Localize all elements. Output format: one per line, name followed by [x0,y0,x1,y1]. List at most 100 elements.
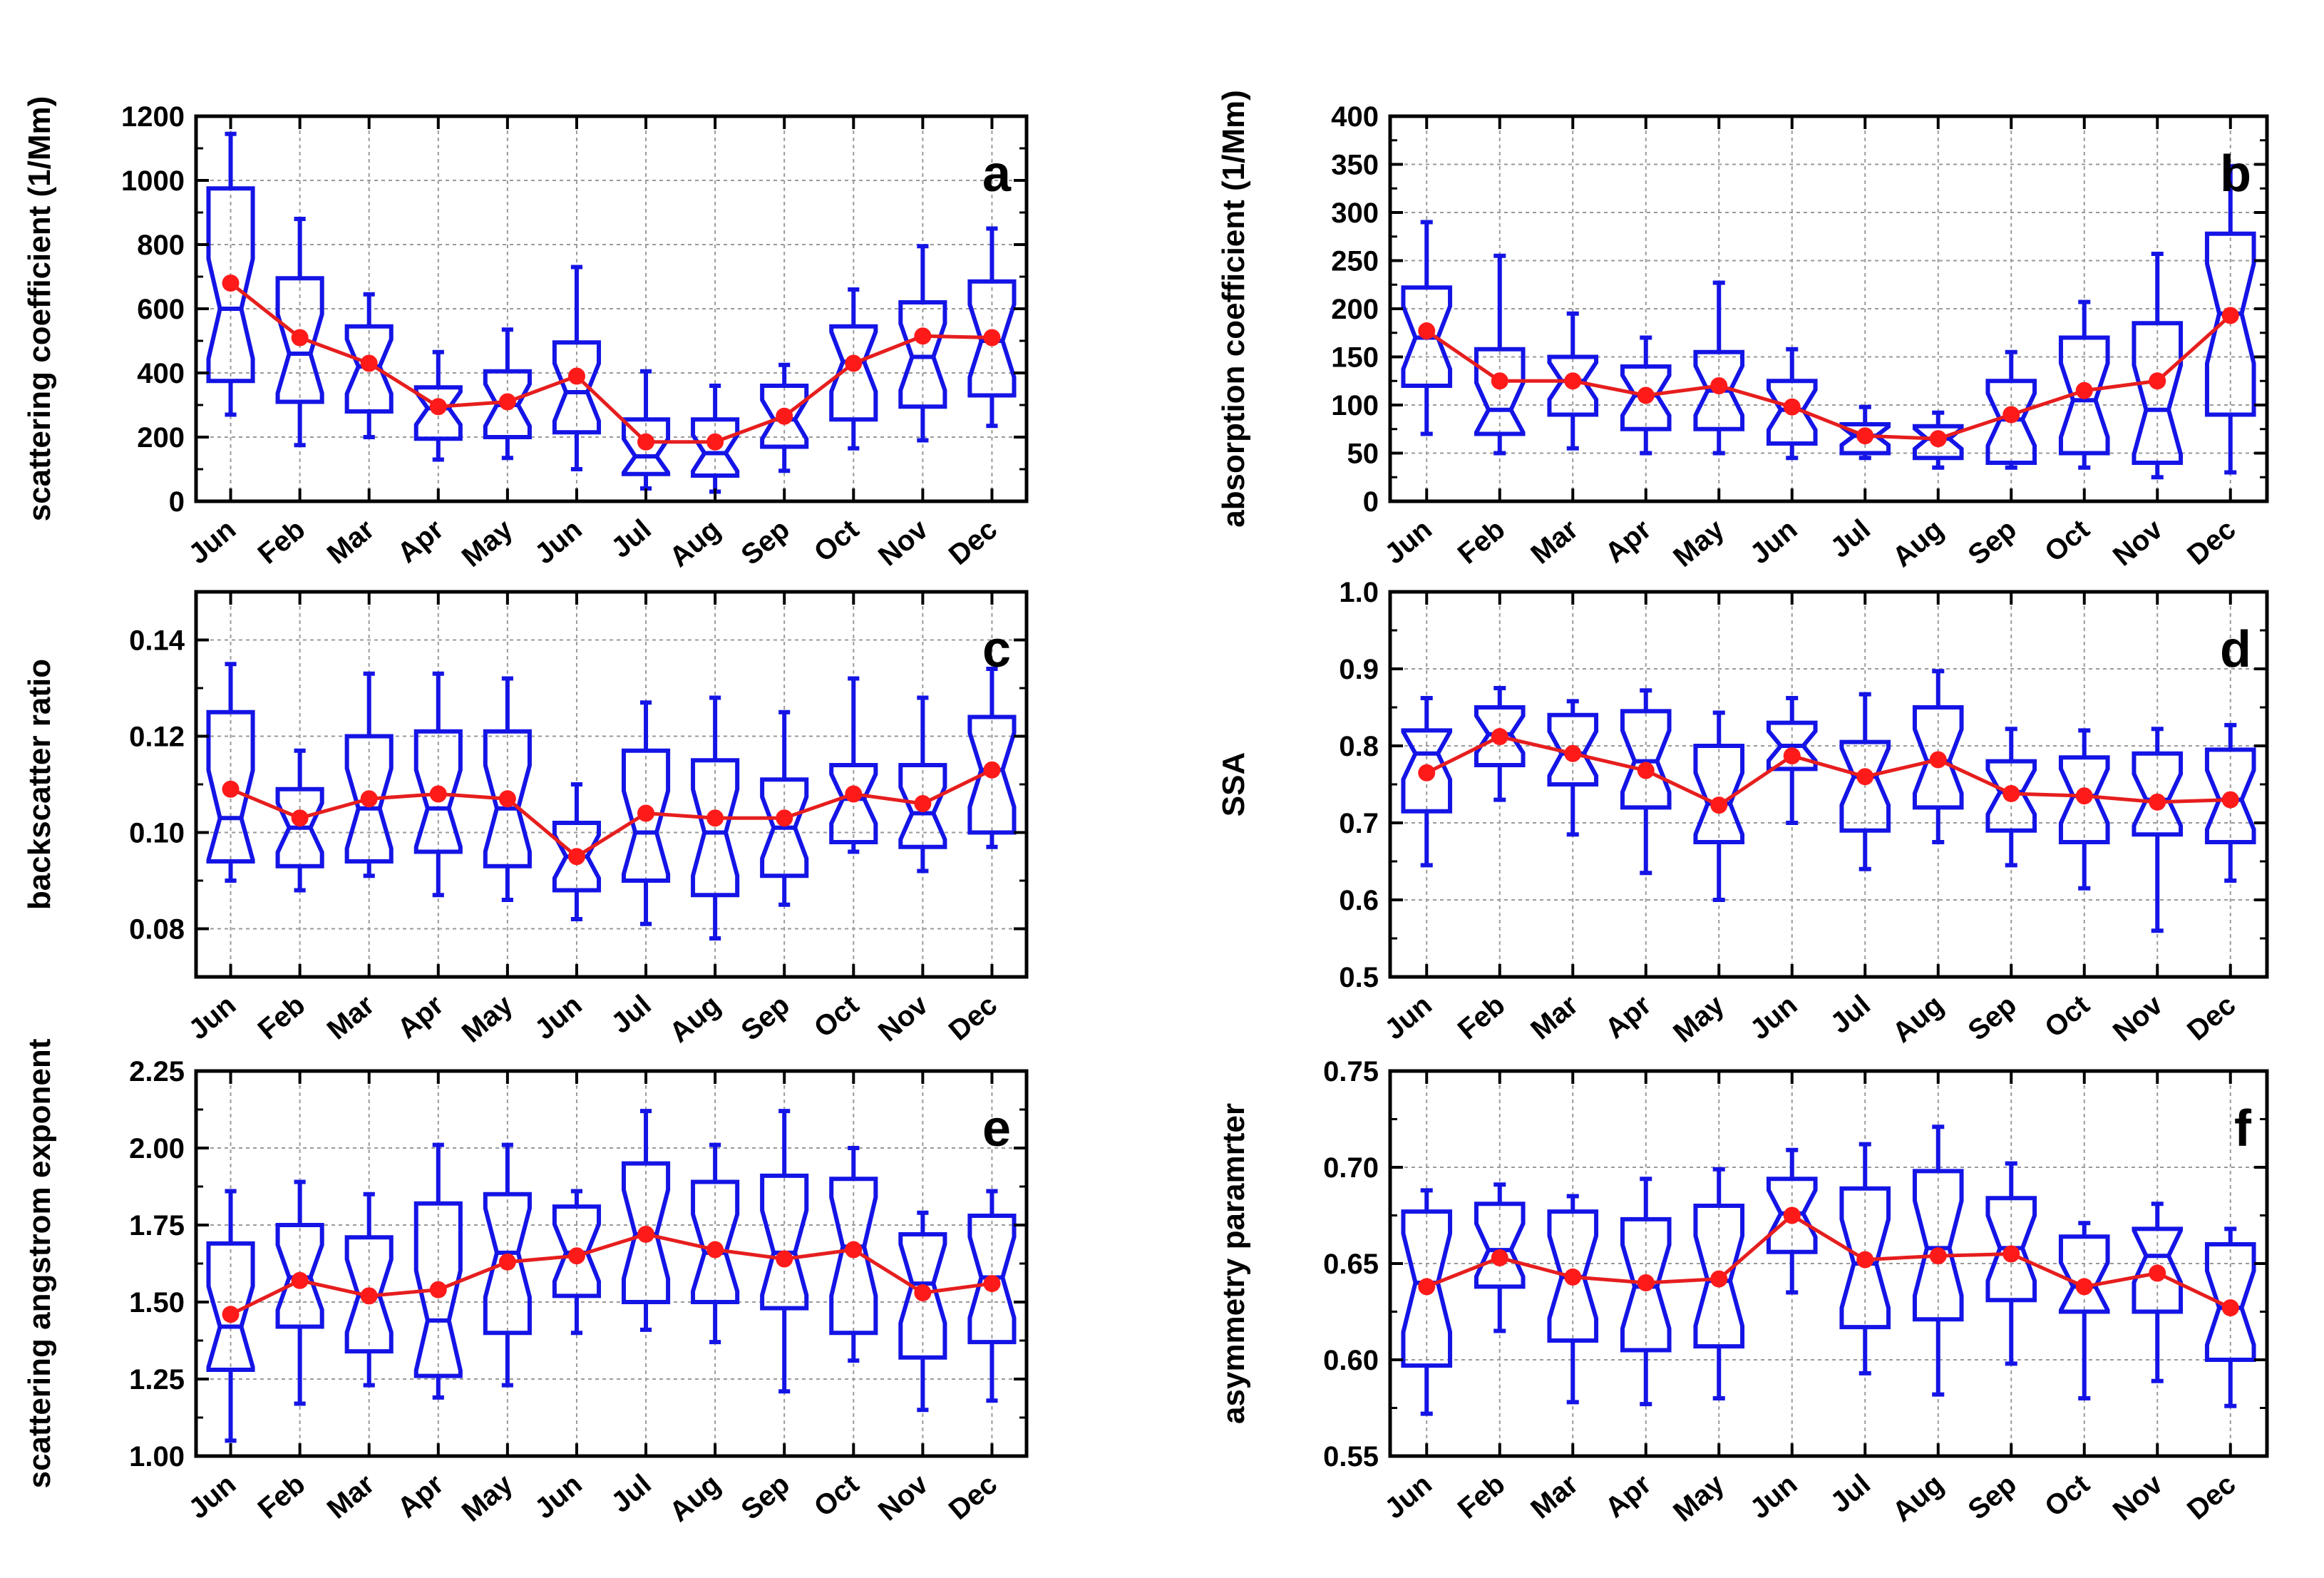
x-category-label: Aug [664,1468,726,1528]
mean-point [498,790,516,808]
mean-point [776,407,793,425]
x-category-label: Sep [1963,1468,2022,1526]
box-dec [967,1214,1017,1345]
mean-point [2002,784,2020,802]
y-tick-label: 0.60 [1323,1345,1379,1376]
mean-point [914,1284,932,1302]
mean-point [845,1241,863,1259]
box-jul [621,748,671,883]
mean-point [429,1281,447,1298]
mean-point [983,329,1001,347]
box-dec [2204,747,2256,844]
box-jun [552,821,602,893]
x-category-label: Jun [529,989,588,1045]
y-tick-label: 1.0 [1339,577,1379,608]
box-may [1693,1204,1745,1349]
x-category-label: Dec [943,513,1004,571]
x-category-label: Jun [1744,1468,1804,1525]
mean-point [1710,796,1728,814]
x-category-label: Jun [1379,989,1438,1045]
y-tick-label: 0.8 [1339,731,1379,762]
mean-point [914,327,932,345]
box-jun [1766,1177,1818,1254]
mean-point [706,433,724,451]
x-category-label: Mar [322,989,381,1045]
x-category-label: Feb [252,513,312,570]
x-category-label: Mar [1525,1468,1584,1525]
mean-point [222,275,240,292]
box-apr [1620,1216,1672,1353]
box-jun [1401,1209,1453,1368]
y-tick-label: 350 [1331,150,1379,181]
y-tick-label: 200 [1331,294,1379,325]
mean-point [1710,377,1728,394]
box-jun [1401,285,1453,388]
box-aug [691,1179,740,1304]
box-jul [1839,739,1891,833]
y-axis-label: scattering angstrom exponent [22,1038,57,1488]
x-category-label: Jun [1744,989,1804,1045]
x-category-label: Jul [605,1468,657,1519]
box-mar [344,1235,394,1354]
box-jun [1401,728,1453,814]
mean-point [1637,386,1655,404]
x-category-label: Mar [1525,513,1584,570]
y-tick-label: 0 [1363,486,1379,518]
y-tick-label: 400 [137,358,185,389]
box-jun [206,709,255,864]
mean-point [1783,398,1801,416]
box-feb [1474,705,1526,767]
box-sep [760,1173,809,1311]
mean-point [2221,791,2239,809]
mean-point [1564,372,1582,390]
x-category-label: Dec [2181,989,2242,1047]
box-nov [2132,1226,2184,1314]
x-category-label: Nov [873,989,935,1048]
panel-letter: a [982,145,1012,203]
x-category-label: Nov [2107,989,2169,1048]
y-tick-label: 0.7 [1339,808,1379,839]
mean-point [429,398,447,416]
mean-point [360,1287,378,1305]
box-dec [2204,1242,2256,1362]
x-category-label: Apr [392,1468,450,1524]
x-category-label: Jun [183,989,242,1045]
mean-point [2075,381,2093,399]
y-tick-label: 0.5 [1339,962,1379,993]
box-may [1693,349,1745,431]
x-category-label: Jul [1824,513,1876,564]
box-feb [1474,347,1526,436]
mean-line [1426,1213,2231,1310]
x-category-label: Jun [1379,513,1438,570]
box-may [483,1192,532,1336]
box-feb [1474,1202,1526,1289]
y-tick-label: 200 [137,422,185,454]
mean-point [429,785,447,803]
panel-letter: d [2220,621,2251,678]
mean-point [914,795,932,812]
box-aug [1912,424,1964,461]
y-tick-label: 100 [1331,390,1379,421]
x-category-label: May [1667,513,1730,573]
y-tick-label: 2.25 [129,1056,185,1087]
box-aug [691,417,740,478]
mean-point [2002,406,2020,424]
y-tick-label: 0.08 [129,914,185,946]
x-category-label: Oct [2039,513,2095,568]
y-axis-label: asymmetry paramrter [1216,1103,1251,1424]
box-apr [1620,709,1672,810]
box-mar [1547,354,1599,417]
box-feb [275,1223,324,1329]
mean-point [567,848,585,866]
y-tick-label: 400 [1331,101,1379,133]
x-category-label: Nov [2107,1468,2169,1527]
box-apr [413,1201,463,1378]
mean-point [2221,307,2239,324]
x-category-label: Apr [1599,513,1657,569]
box-mar [1547,712,1599,787]
y-tick-label: 600 [137,294,185,325]
x-category-label: Mar [322,513,381,570]
x-category-label: Dec [2181,513,2242,571]
mean-line [1425,314,2232,441]
mean-point [360,790,378,808]
